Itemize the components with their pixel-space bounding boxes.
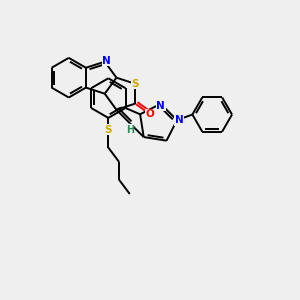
Text: N: N [102, 56, 111, 66]
Text: S: S [105, 125, 112, 135]
Text: H: H [126, 125, 134, 135]
Text: O: O [145, 109, 154, 119]
Text: S: S [131, 79, 139, 89]
Text: N: N [156, 101, 165, 111]
Text: N: N [175, 115, 183, 125]
